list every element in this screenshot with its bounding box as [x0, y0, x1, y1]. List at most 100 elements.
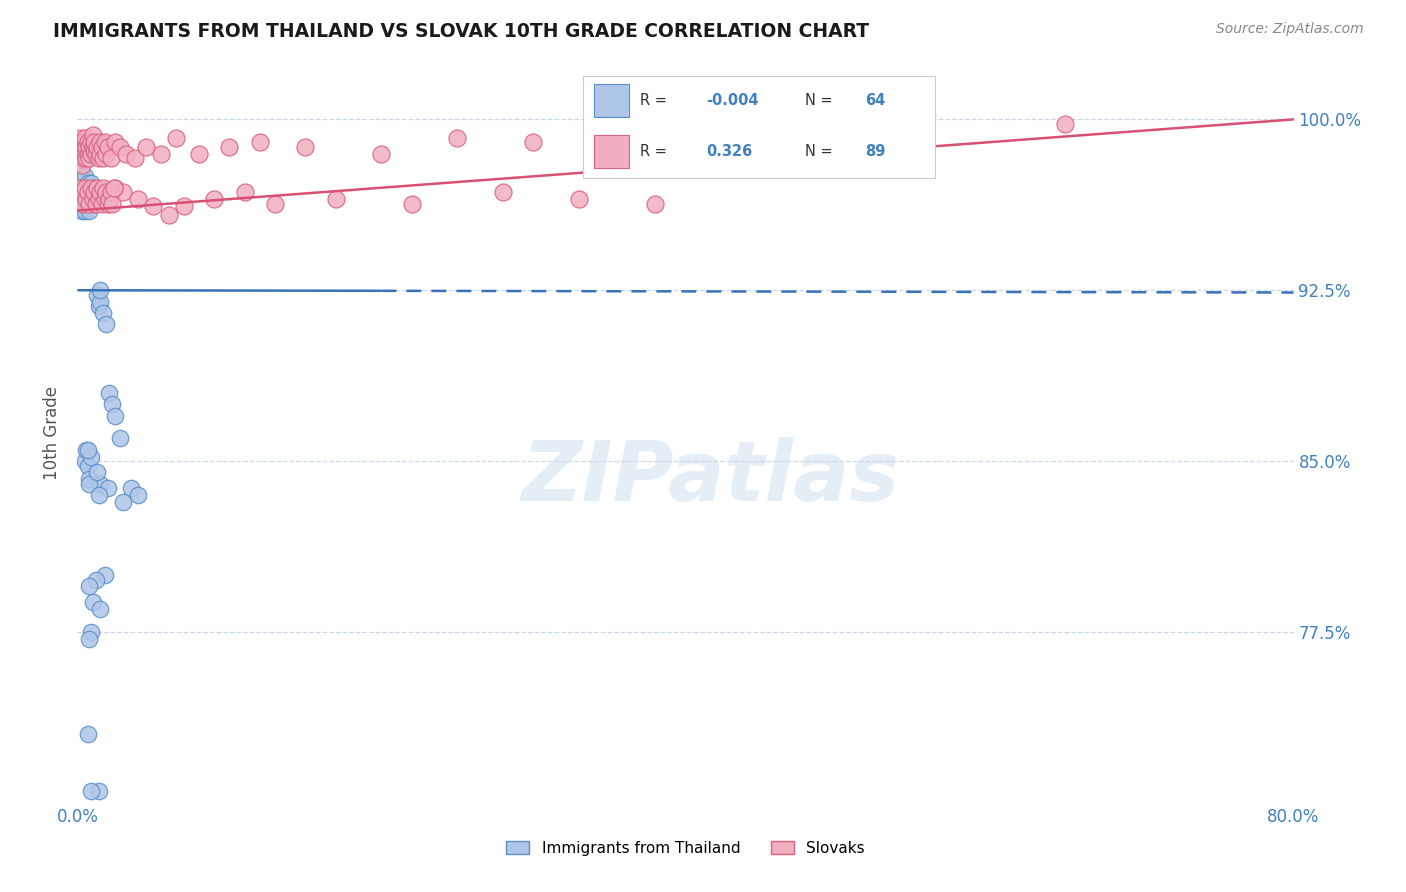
- Point: [90, 139, 112, 153]
- Point: [218, 139, 240, 153]
- Point: [264, 196, 287, 211]
- Point: [70, 203, 93, 218]
- Point: [87, 784, 110, 798]
- Point: [83, 186, 105, 200]
- Point: [72, 151, 94, 165]
- Point: [82, 192, 104, 206]
- Point: [87, 192, 110, 206]
- Point: [111, 495, 134, 509]
- Point: [67, 146, 90, 161]
- Point: [73, 192, 96, 206]
- Text: N =: N =: [804, 93, 832, 108]
- Point: [77, 196, 100, 211]
- Point: [77, 135, 100, 149]
- Point: [104, 135, 127, 149]
- Point: [84, 573, 107, 587]
- Legend: Immigrants from Thailand, Slovaks: Immigrants from Thailand, Slovaks: [501, 835, 870, 862]
- Point: [82, 192, 104, 206]
- Point: [173, 199, 195, 213]
- Point: [98, 385, 121, 400]
- Text: 89: 89: [865, 145, 884, 160]
- Point: [115, 146, 138, 161]
- Text: R =: R =: [640, 93, 666, 108]
- Point: [89, 602, 111, 616]
- Point: [69, 139, 91, 153]
- Point: [89, 283, 111, 297]
- Point: [84, 192, 107, 206]
- Point: [294, 139, 316, 153]
- Point: [522, 135, 544, 149]
- Point: [72, 187, 94, 202]
- Point: [87, 488, 110, 502]
- Point: [93, 135, 115, 149]
- Point: [79, 632, 101, 646]
- Point: [73, 169, 96, 184]
- Point: [96, 186, 118, 200]
- Point: [73, 130, 96, 145]
- Text: ZIPatlas: ZIPatlas: [520, 436, 898, 517]
- Point: [202, 192, 225, 206]
- Point: [77, 442, 100, 457]
- Point: [87, 151, 110, 165]
- Point: [72, 196, 94, 211]
- Point: [75, 192, 97, 206]
- Point: [120, 482, 142, 496]
- Point: [82, 180, 104, 194]
- Point: [108, 139, 131, 153]
- Point: [127, 488, 149, 502]
- Point: [82, 595, 104, 609]
- Text: R =: R =: [640, 145, 666, 160]
- Point: [370, 146, 392, 161]
- Point: [89, 146, 111, 161]
- Point: [492, 186, 515, 200]
- Point: [644, 196, 666, 211]
- Point: [79, 472, 101, 486]
- Point: [104, 409, 127, 423]
- Point: [401, 196, 423, 211]
- Point: [75, 139, 97, 153]
- Text: 0.326: 0.326: [707, 145, 752, 160]
- Y-axis label: 10th Grade: 10th Grade: [44, 385, 62, 480]
- Point: [100, 186, 122, 200]
- Point: [89, 135, 111, 149]
- Point: [80, 187, 103, 202]
- Point: [75, 442, 97, 457]
- Point: [104, 180, 127, 194]
- Point: [79, 139, 101, 153]
- Point: [97, 196, 120, 211]
- Point: [598, 139, 620, 153]
- Point: [77, 186, 100, 200]
- Point: [77, 727, 100, 741]
- Point: [568, 192, 591, 206]
- Point: [80, 624, 103, 639]
- Point: [188, 146, 211, 161]
- Point: [70, 146, 93, 161]
- Text: Source: ZipAtlas.com: Source: ZipAtlas.com: [1216, 22, 1364, 37]
- Point: [87, 299, 110, 313]
- Point: [77, 186, 100, 200]
- Point: [69, 192, 91, 206]
- Point: [96, 318, 118, 332]
- Point: [325, 192, 347, 206]
- Point: [70, 158, 93, 172]
- Point: [97, 139, 120, 153]
- Point: [91, 180, 114, 194]
- Point: [79, 186, 101, 200]
- Point: [86, 180, 108, 194]
- Point: [79, 196, 101, 211]
- Point: [103, 180, 125, 194]
- Point: [72, 139, 94, 153]
- Point: [91, 306, 114, 320]
- Point: [135, 139, 157, 153]
- Point: [82, 128, 104, 143]
- Point: [73, 203, 96, 218]
- Point: [67, 180, 90, 194]
- Point: [93, 192, 115, 206]
- Point: [69, 130, 91, 145]
- Point: [165, 130, 187, 145]
- Point: [77, 176, 100, 190]
- Point: [89, 476, 111, 491]
- Point: [75, 196, 97, 211]
- Point: [75, 151, 97, 165]
- Point: [80, 146, 103, 161]
